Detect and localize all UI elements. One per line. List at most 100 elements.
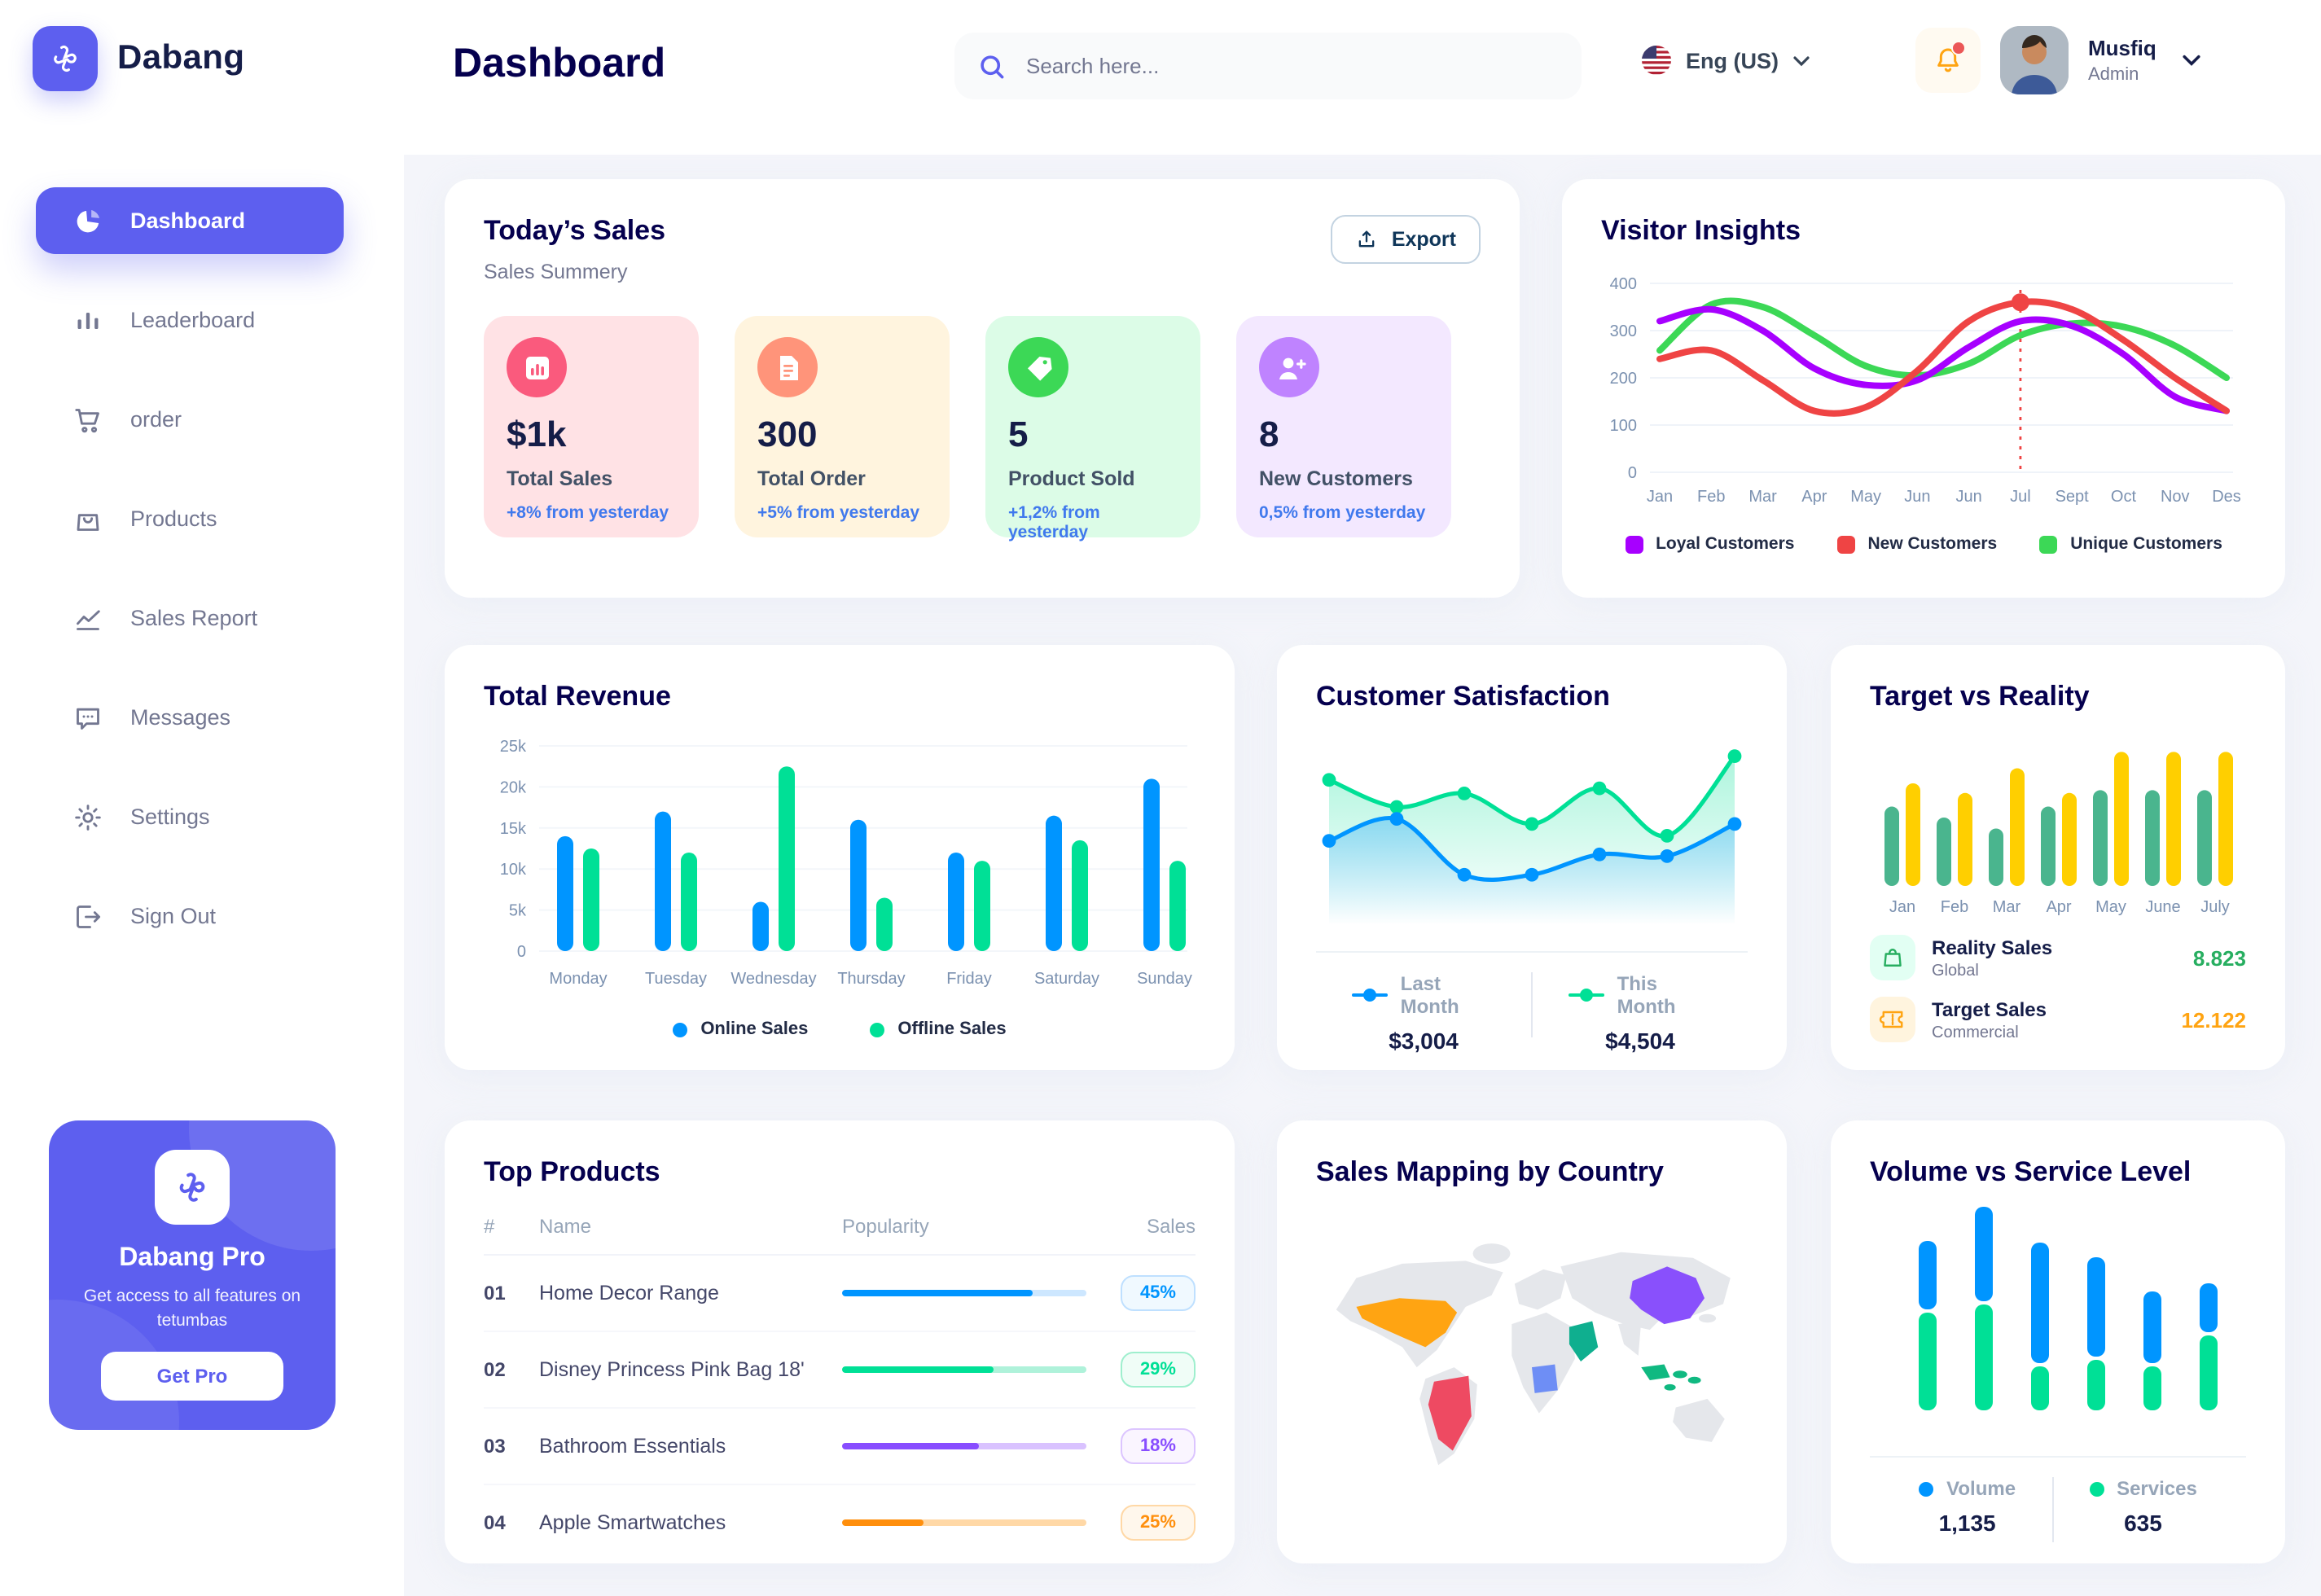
order-icon bbox=[72, 403, 104, 436]
sidebar-item-sales-report[interactable]: Sales Report bbox=[36, 585, 344, 651]
svg-text:Tuesday: Tuesday bbox=[645, 970, 707, 988]
sales-badge: 25% bbox=[1120, 1505, 1196, 1541]
legend-new-customers: New Customers bbox=[1836, 534, 1997, 554]
popularity-bar bbox=[842, 1289, 1086, 1297]
dashboard-icon bbox=[72, 204, 104, 237]
language-selector[interactable]: Eng (US) bbox=[1642, 46, 1810, 75]
svg-text:25k: 25k bbox=[500, 738, 527, 756]
us-flag-icon bbox=[1642, 46, 1671, 75]
svg-text:Jun: Jun bbox=[1956, 488, 1982, 506]
sidebar-item-sign-out[interactable]: Sign Out bbox=[36, 883, 344, 949]
stat-delta: +5% from yesterday bbox=[757, 503, 920, 523]
svg-text:May: May bbox=[2095, 898, 2126, 916]
stat-value: 5 bbox=[1008, 414, 1029, 454]
stat-label: Total Sales bbox=[507, 467, 613, 490]
sales-badge: 18% bbox=[1120, 1428, 1196, 1464]
total-revenue-legend: Online Sales Offline Sales bbox=[484, 1019, 1196, 1039]
svg-text:10k: 10k bbox=[500, 861, 527, 879]
signout-icon bbox=[72, 900, 104, 932]
products-icon bbox=[72, 502, 104, 535]
sidebar-item-messages[interactable]: Messages bbox=[36, 684, 344, 751]
popularity-bar bbox=[842, 1519, 1086, 1527]
product-name: Apple Smartwatches bbox=[539, 1511, 726, 1534]
svg-text:Jul: Jul bbox=[2010, 488, 2031, 506]
svg-text:Saturday: Saturday bbox=[1034, 970, 1099, 988]
product-row-disney-princess-pink-bag-18-[interactable]: 02 Disney Princess Pink Bag 18' 29% bbox=[484, 1332, 1196, 1409]
user-role: Admin bbox=[2088, 65, 2139, 85]
svg-text:Wednesday: Wednesday bbox=[731, 970, 816, 988]
total-revenue-chart: 0 5k 10k 15k 20k 25k Monday Tuesday Wednesday Thu… bbox=[500, 738, 1192, 988]
language-chevron-down-icon bbox=[1793, 55, 1810, 66]
pro-description: Get access to all features on tetumbas bbox=[83, 1287, 301, 1331]
svg-text:400: 400 bbox=[1610, 275, 1637, 293]
svg-text:Feb: Feb bbox=[1941, 898, 1968, 916]
search-bar[interactable] bbox=[954, 33, 1582, 99]
tag-icon bbox=[1008, 337, 1068, 397]
export-button[interactable]: Export bbox=[1331, 215, 1481, 264]
product-row-bathroom-essentials[interactable]: 03 Bathroom Essentials 18% bbox=[484, 1409, 1196, 1485]
product-name: Bathroom Essentials bbox=[539, 1435, 726, 1458]
legend-this-month: This Month $4,504 bbox=[1533, 972, 1748, 1054]
todays-sales-title: Today’s Sales bbox=[484, 215, 665, 246]
target-vs-reality-title: Target vs Reality bbox=[1870, 681, 2090, 712]
svg-text:300: 300 bbox=[1610, 322, 1637, 340]
sidebar-item-dashboard[interactable]: Dashboard bbox=[36, 187, 344, 254]
divider bbox=[1316, 951, 1748, 953]
stat-value: $1k bbox=[507, 414, 567, 454]
stat-label: New Customers bbox=[1259, 467, 1413, 490]
notifications-button[interactable] bbox=[1915, 28, 1981, 93]
sidebar-item-products[interactable]: Products bbox=[36, 485, 344, 552]
export-icon bbox=[1359, 230, 1375, 248]
svg-text:Monday: Monday bbox=[549, 970, 607, 988]
stat-card-total-sales: $1k Total Sales +8% from yesterday bbox=[484, 316, 699, 537]
sidebar-item-leaderboard[interactable]: Leaderboard bbox=[36, 287, 344, 353]
product-rank: 02 bbox=[484, 1358, 506, 1381]
svg-text:Jun: Jun bbox=[1904, 488, 1930, 506]
top-products-rows: 01 Home Decor Range 45% 02 Disney Princess P… bbox=[484, 1256, 1196, 1560]
sidebar-item-label: Sales Report bbox=[130, 606, 258, 630]
volume-service-legend: Volume 1,135 Services 635 bbox=[1870, 1477, 2246, 1542]
sidebar-item-settings[interactable]: Settings bbox=[36, 783, 344, 850]
visitor-insights-legend: Loyal Customers New Customers Unique Custo… bbox=[1601, 534, 2246, 554]
stat-label: Total Order bbox=[757, 467, 866, 490]
stat-delta: 0,5% from yesterday bbox=[1259, 503, 1426, 523]
svg-text:May: May bbox=[1850, 488, 1881, 506]
svg-text:20k: 20k bbox=[500, 778, 527, 796]
ticket-icon bbox=[1870, 997, 1915, 1042]
legend-online-sales: Online Sales bbox=[673, 1019, 808, 1039]
todays-sales-card: Today’s Sales Sales Summery Export $1k To… bbox=[445, 179, 1520, 598]
user-info: Musfiq Admin bbox=[2088, 36, 2156, 85]
svg-text:Thursday: Thursday bbox=[837, 970, 905, 988]
customer-satisfaction-legend: Last Month $3,004 This Month $4,504 bbox=[1316, 972, 1748, 1054]
legend-loyal-customers: Loyal Customers bbox=[1625, 534, 1794, 554]
leaderboard-icon bbox=[72, 304, 104, 336]
stats-row: $1k Total Sales +8% from yesterday 300 Total… bbox=[484, 316, 1481, 542]
visitor-insights-chart: 400 300 200 100 0 Jan Feb Mar Apr May Jun Jun Jul Sep… bbox=[1610, 275, 2241, 506]
pro-title: Dabang Pro bbox=[119, 1244, 265, 1272]
svg-text:Sunday: Sunday bbox=[1137, 970, 1192, 988]
product-row-apple-smartwatches[interactable]: 04 Apple Smartwatches 25% bbox=[484, 1485, 1196, 1560]
sidebar-item-label: Sign Out bbox=[130, 904, 217, 928]
brand-name: Dabang bbox=[117, 39, 245, 77]
svg-text:Friday: Friday bbox=[946, 970, 992, 988]
top-products-header: # Name Popularity Sales bbox=[484, 1215, 1196, 1256]
brand: Dabang bbox=[33, 26, 244, 91]
sales-icon bbox=[72, 602, 104, 634]
svg-text:Mar: Mar bbox=[1993, 898, 2021, 916]
chart-icon bbox=[507, 337, 567, 397]
language-label: Eng (US) bbox=[1686, 48, 1779, 72]
page-title: Dashboard bbox=[453, 41, 666, 86]
search-input[interactable] bbox=[1023, 52, 1559, 80]
legend-target-sales: Target Sales Commercial 12.122 bbox=[1870, 997, 2246, 1042]
popularity-bar bbox=[842, 1442, 1086, 1450]
product-row-home-decor-range[interactable]: 01 Home Decor Range 45% bbox=[484, 1256, 1196, 1332]
target-vs-reality-card: Target vs Reality Jan Feb Mar Apr May June Jul… bbox=[1831, 645, 2285, 1070]
world-map bbox=[1336, 1243, 1731, 1466]
profile-menu[interactable]: Musfiq Admin bbox=[2000, 26, 2200, 94]
user-icon bbox=[1259, 337, 1319, 397]
sidebar-item-order[interactable]: order bbox=[36, 386, 344, 453]
get-pro-button[interactable]: Get Pro bbox=[101, 1352, 283, 1401]
svg-text:200: 200 bbox=[1610, 370, 1637, 388]
stat-delta: +8% from yesterday bbox=[507, 503, 669, 523]
svg-text:100: 100 bbox=[1610, 417, 1637, 435]
